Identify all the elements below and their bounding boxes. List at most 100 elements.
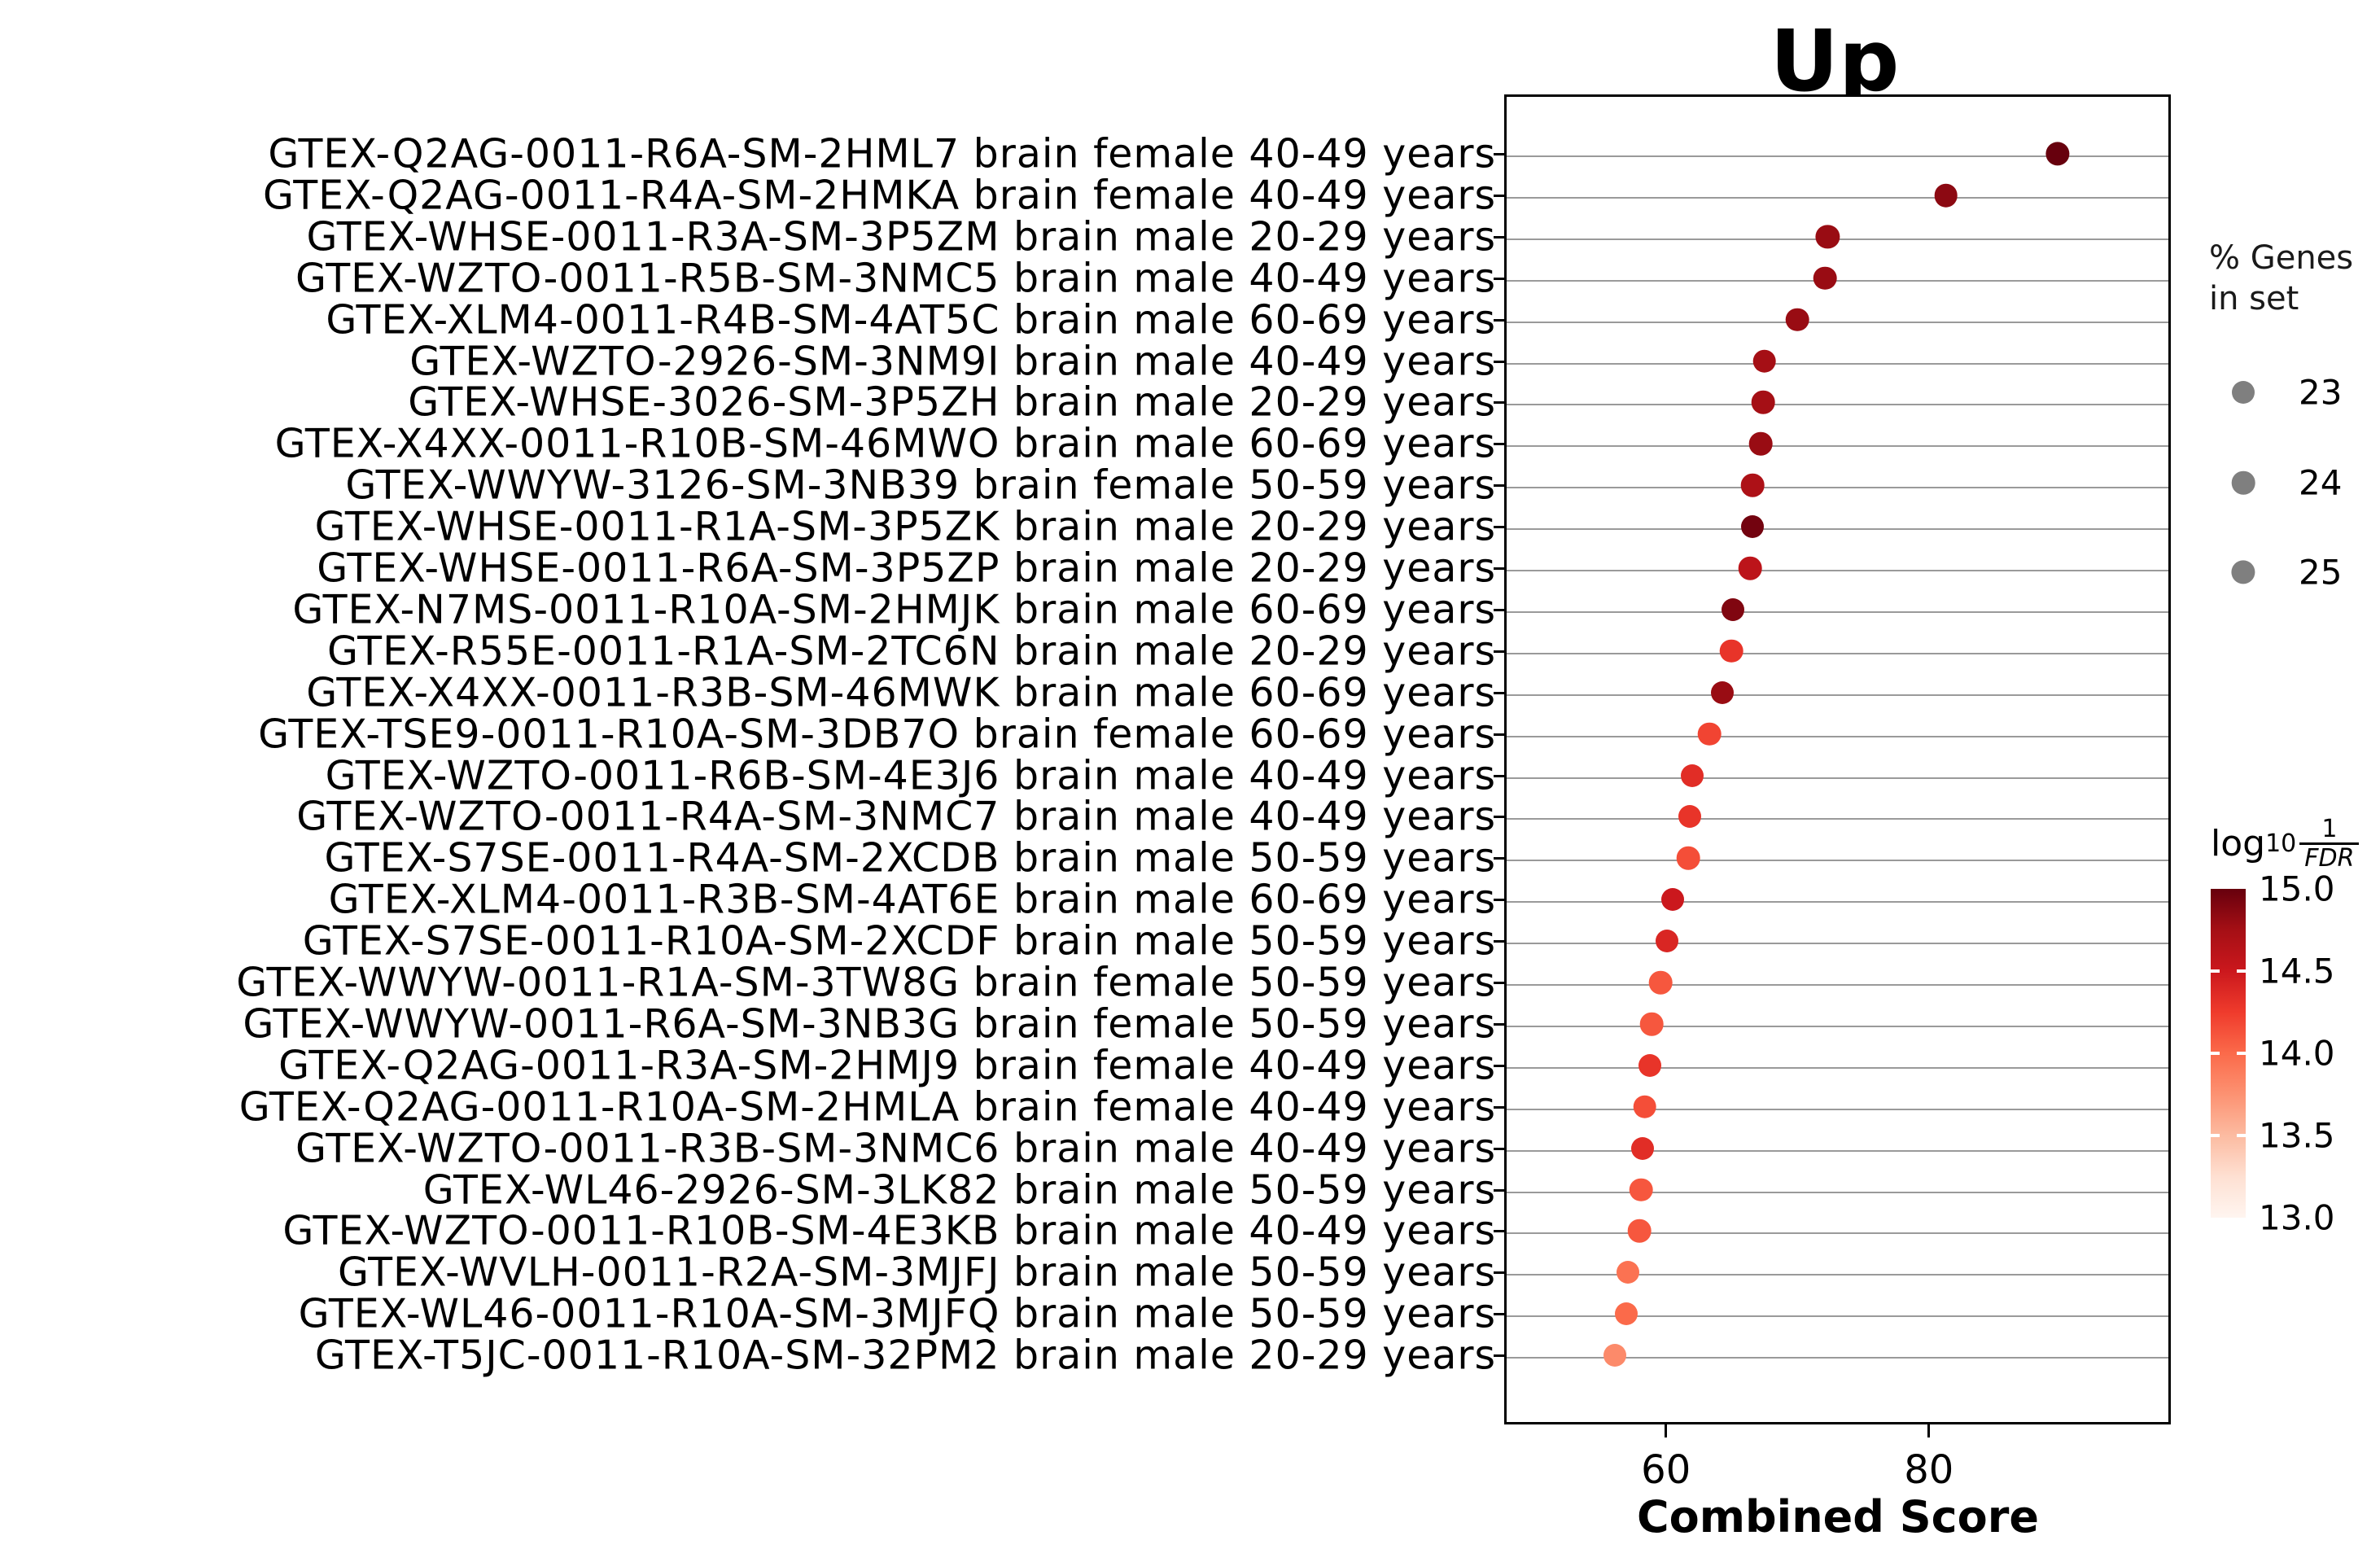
colorbar-fraction-denominator: FDR [2299, 842, 2360, 872]
y-tick [1494, 443, 1504, 446]
y-tick [1494, 318, 1504, 322]
row-label: GTEX-TSE9-0011-R10A-SM-3DB7O brain femal… [258, 711, 1496, 758]
row-label: GTEX-WZTO-0011-R5B-SM-3NMC5 brain male 4… [295, 255, 1496, 302]
gridline [1507, 818, 2168, 820]
data-point [2045, 142, 2070, 166]
gridline [1507, 901, 2168, 904]
colorbar-title-sub: 10 [2265, 829, 2297, 858]
y-tick [1494, 194, 1504, 197]
row-label: GTEX-R55E-0011-R1A-SM-2TC6N brain male 2… [326, 628, 1496, 675]
y-tick [1494, 982, 1504, 984]
data-point [1740, 473, 1765, 497]
size-legend-value: 25 [2299, 552, 2343, 593]
gridline [1507, 445, 2168, 448]
data-point [1681, 764, 1704, 787]
data-point [1630, 1136, 1654, 1160]
row-label: GTEX-Q2AG-0011-R4A-SM-2HMKA brain female… [262, 172, 1496, 219]
row-label: GTEX-WZTO-0011-R6B-SM-4E3J6 brain male 4… [325, 752, 1496, 799]
data-point [1676, 846, 1700, 870]
row-label: GTEX-X4XX-0011-R10B-SM-46MWO brain male … [274, 420, 1496, 467]
gridline [1507, 570, 2168, 571]
data-point [1934, 183, 1958, 208]
gridline [1507, 1232, 2168, 1235]
gridline [1507, 487, 2168, 489]
row-label: GTEX-WWYW-0011-R1A-SM-3TW8G brain female… [236, 959, 1496, 1006]
colorbar-dash [2237, 1052, 2246, 1055]
x-tick-label: 80 [1904, 1447, 1954, 1493]
x-tick-label: 60 [1641, 1447, 1691, 1493]
gridline [1507, 984, 2168, 986]
data-point [1660, 888, 1684, 912]
y-tick [1494, 733, 1504, 736]
gridline [1507, 1315, 2168, 1318]
gridline [1507, 196, 2168, 199]
data-point [1648, 970, 1673, 995]
chart-title: Up [1770, 11, 1900, 111]
y-tick [1494, 1313, 1504, 1316]
size-legend-title-line1: % Genes [2209, 239, 2354, 277]
y-tick [1494, 1105, 1504, 1109]
data-point [1751, 391, 1775, 414]
row-label: GTEX-WWYW-3126-SM-3NB39 brain female 50-… [345, 462, 1496, 509]
gridline [1507, 1357, 2168, 1359]
size-legend-dot [2231, 560, 2255, 584]
data-point [1639, 1012, 1664, 1036]
data-point [1697, 722, 1722, 746]
gridline [1507, 321, 2168, 323]
gridline [1507, 1149, 2168, 1152]
colorbar-title-fraction: 1 FDR [2299, 815, 2360, 872]
y-tick [1494, 1354, 1504, 1358]
gridline [1507, 860, 2168, 862]
data-point [1738, 556, 1762, 580]
gridline [1507, 1191, 2168, 1193]
y-tick [1494, 1022, 1504, 1026]
gridline [1507, 694, 2168, 696]
row-label: GTEX-WHSE-3026-SM-3P5ZH brain male 20-29… [408, 378, 1496, 426]
data-point [1711, 680, 1735, 704]
y-tick [1494, 940, 1504, 943]
y-tick [1494, 1188, 1504, 1192]
data-point [1629, 1178, 1653, 1201]
y-tick [1494, 608, 1504, 611]
colorbar-dash [2237, 1134, 2246, 1137]
data-point [1656, 930, 1679, 953]
row-label: GTEX-WZTO-0011-R4A-SM-3NMC7 brain male 4… [296, 793, 1496, 840]
row-label: GTEX-WWYW-0011-R6A-SM-3NB3G brain female… [243, 1000, 1496, 1048]
row-label: GTEX-XLM4-0011-R4B-SM-4AT5C brain male 6… [326, 296, 1496, 343]
size-legend-value: 24 [2299, 462, 2343, 503]
row-label: GTEX-WHSE-0011-R1A-SM-3P5ZK brain male 2… [314, 503, 1496, 550]
y-tick [1494, 1064, 1504, 1067]
row-label: GTEX-WZTO-0011-R10B-SM-4E3KB brain male … [282, 1207, 1496, 1254]
y-tick [1494, 277, 1504, 280]
y-tick [1494, 401, 1504, 405]
row-label: GTEX-WVLH-0011-R2A-SM-3MJFJ brain male 5… [337, 1249, 1496, 1296]
row-label: GTEX-WL46-2926-SM-3LK82 brain male 50-59… [422, 1166, 1496, 1213]
colorbar-dash [2211, 969, 2220, 973]
row-label: GTEX-X4XX-0011-R3B-SM-46MWK brain male 6… [306, 669, 1496, 716]
gridline [1507, 1066, 2168, 1069]
gridline [1507, 1025, 2168, 1027]
colorbar-tick-label: 15.0 [2259, 869, 2335, 909]
data-point [1628, 1219, 1652, 1243]
gridline [1507, 404, 2168, 406]
row-label: GTEX-WHSE-0011-R3A-SM-3P5ZM brain male 2… [306, 213, 1496, 260]
colorbar-tick-label: 13.0 [2259, 1197, 2335, 1238]
data-point [1748, 431, 1773, 456]
data-point [1722, 597, 1745, 621]
gridline [1507, 735, 2168, 737]
data-point [1813, 266, 1837, 290]
row-label: GTEX-XLM4-0011-R3B-SM-4AT6E brain male 6… [328, 876, 1496, 923]
gridline [1507, 777, 2168, 779]
gridline [1507, 652, 2168, 654]
size-legend-value: 23 [2299, 372, 2343, 413]
colorbar-fraction-numerator: 1 [2321, 815, 2338, 843]
y-tick [1494, 484, 1504, 488]
colorbar-tick-label: 13.5 [2259, 1115, 2335, 1156]
plot-area [1504, 94, 2171, 1424]
row-label: GTEX-Q2AG-0011-R6A-SM-2HML7 brain female… [268, 130, 1496, 177]
y-tick [1494, 1230, 1504, 1233]
data-point [1616, 1261, 1639, 1284]
colorbar-dash [2237, 969, 2246, 973]
data-point [1633, 1095, 1657, 1118]
colorbar-title-log: log [2211, 823, 2266, 864]
